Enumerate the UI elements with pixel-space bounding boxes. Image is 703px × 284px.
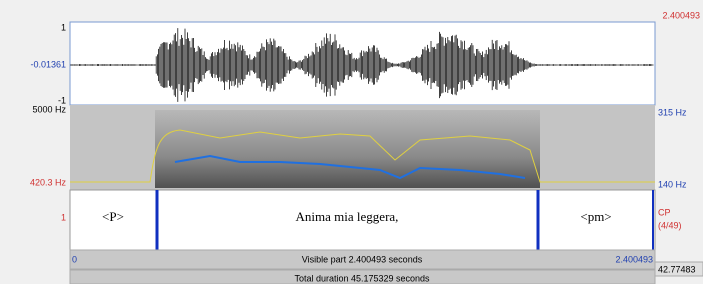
tier-name: CP xyxy=(658,207,671,217)
interval-label[interactable]: Anima mia leggera, xyxy=(296,209,399,224)
page: 2.400493 1 -0.01361 -1 5000 Hz 420.3 Hz … xyxy=(0,0,703,284)
total-end: 42.77483 xyxy=(658,264,696,274)
pitch-bottom: 140 Hz xyxy=(658,179,687,189)
tier-count: (4/49) xyxy=(658,220,682,230)
visible-end: 2.400493 xyxy=(615,254,653,264)
visible-label: Visible part 2.400493 seconds xyxy=(302,254,423,264)
freq-bottom: 420.3 Hz xyxy=(30,177,67,187)
selection-end: 2.400493 xyxy=(662,10,700,20)
visible-start: 0 xyxy=(72,254,77,264)
amp-center: -0.01361 xyxy=(30,59,66,69)
total-label: Total duration 45.175329 seconds xyxy=(294,273,430,283)
pitch-top: 315 Hz xyxy=(658,107,687,117)
interval-label[interactable]: <pm> xyxy=(580,209,611,224)
spectrogram-energy xyxy=(155,110,540,188)
interval-label[interactable]: <P> xyxy=(102,209,124,224)
praat-editor: 2.400493 1 -0.01361 -1 5000 Hz 420.3 Hz … xyxy=(0,0,703,284)
amp-top: 1 xyxy=(61,22,66,32)
tier-number: 1 xyxy=(61,212,66,222)
freq-top: 5000 Hz xyxy=(32,104,66,114)
